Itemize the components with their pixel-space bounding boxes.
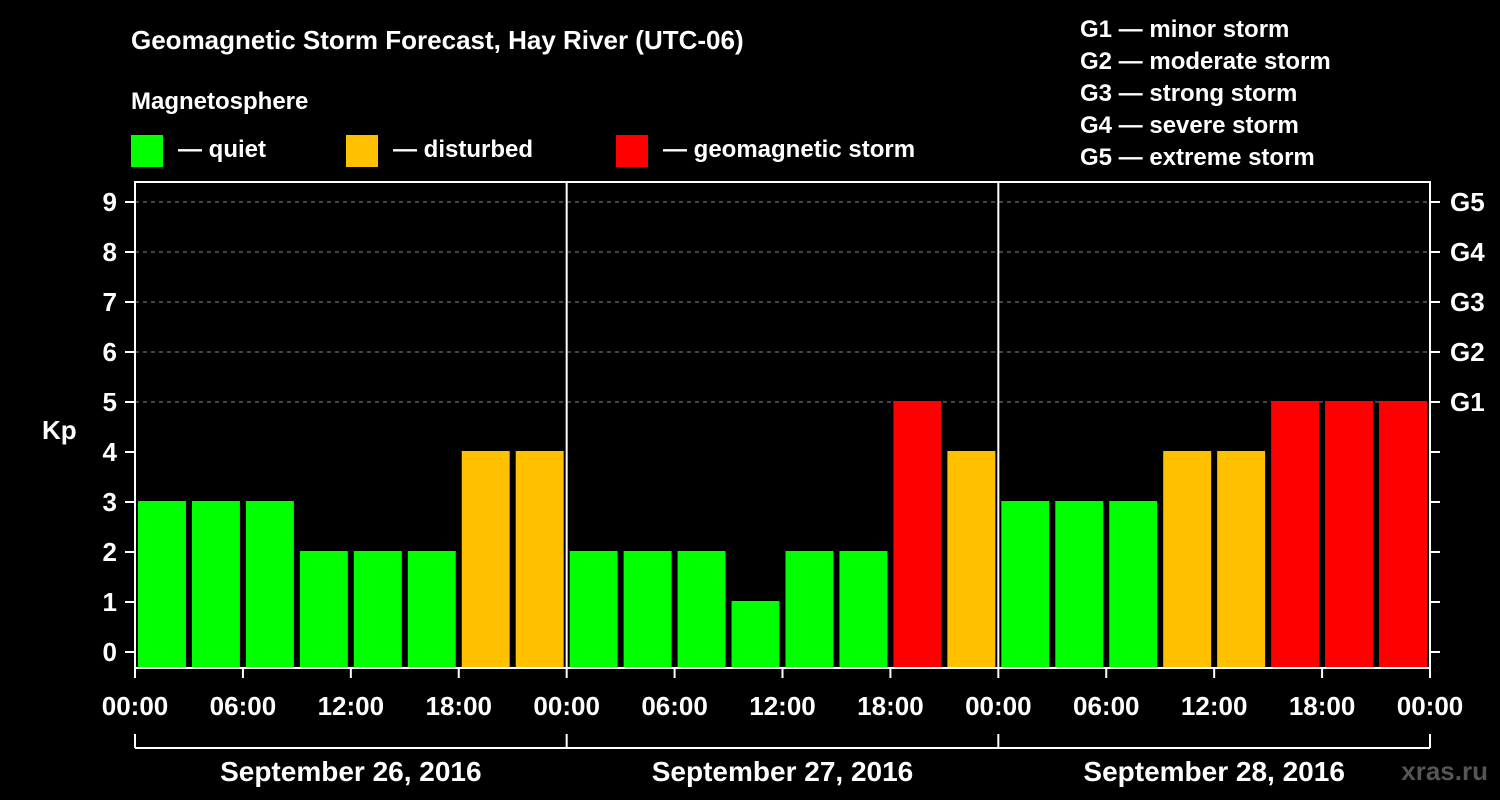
kp-bar xyxy=(785,551,834,668)
x-tick-label: 12:00 xyxy=(318,691,385,721)
y-tick-label: 4 xyxy=(103,437,118,467)
kp-bar xyxy=(839,551,888,668)
y-tick-label: 9 xyxy=(103,187,117,217)
y-tick-label: 5 xyxy=(103,387,117,417)
kp-bar xyxy=(353,551,402,668)
y-tick-label: 3 xyxy=(103,487,117,517)
axis-layer xyxy=(125,181,1440,749)
x-tick-label: 06:00 xyxy=(641,691,708,721)
legend-heading: Magnetosphere xyxy=(131,88,308,115)
g-scale-g1: G1 — minor storm xyxy=(1080,16,1289,43)
y-tick-label: 2 xyxy=(103,537,117,567)
legend-label-quiet: — quiet xyxy=(178,136,266,163)
kp-bar xyxy=(623,551,672,668)
y-axis-label: Kp xyxy=(42,415,77,445)
x-tick-label: 12:00 xyxy=(1181,691,1248,721)
y-tick-label: 6 xyxy=(103,337,117,367)
kp-bar xyxy=(299,551,348,668)
g-level-label: G5 xyxy=(1450,187,1485,217)
kp-bar xyxy=(515,451,564,668)
kp-bar xyxy=(1109,501,1158,668)
g-level-label: G2 xyxy=(1450,337,1485,367)
watermark: xras.ru xyxy=(1401,756,1488,786)
legend-label-storm: — geomagnetic storm xyxy=(663,136,915,163)
kp-bar xyxy=(677,551,726,668)
g-level-label: G3 xyxy=(1450,287,1485,317)
kp-bar xyxy=(1217,451,1266,668)
x-tick-label: 18:00 xyxy=(857,691,924,721)
x-tick-label: 18:00 xyxy=(426,691,493,721)
x-tick-label: 06:00 xyxy=(210,691,277,721)
g-scale-g3: G3 — strong storm xyxy=(1080,80,1297,107)
grid-layer xyxy=(135,201,1430,403)
x-tick-label: 06:00 xyxy=(1073,691,1140,721)
kp-bar xyxy=(1271,401,1320,668)
kp-bar xyxy=(1163,451,1212,668)
kp-bar xyxy=(461,451,510,668)
kp-bar xyxy=(893,401,942,668)
y-tick-label: 8 xyxy=(103,237,117,267)
kp-bar xyxy=(1055,501,1104,668)
g-level-label: G4 xyxy=(1450,237,1485,267)
legend-swatch-quiet xyxy=(131,135,163,167)
day-label: September 28, 2016 xyxy=(1083,756,1345,787)
kp-bar xyxy=(1001,501,1050,668)
y-tick-label: 1 xyxy=(103,587,117,617)
y-tick-label: 7 xyxy=(103,287,117,317)
kp-bar xyxy=(1325,401,1374,668)
kp-bar xyxy=(245,501,294,668)
day-label: September 27, 2016 xyxy=(652,756,914,787)
g-scale-g2: G2 — moderate storm xyxy=(1080,48,1331,75)
x-tick-label: 12:00 xyxy=(749,691,816,721)
kp-bar xyxy=(1379,401,1427,668)
kp-bar xyxy=(407,551,456,668)
x-tick-label: 18:00 xyxy=(1289,691,1356,721)
x-tick-label: 00:00 xyxy=(533,691,600,721)
x-tick-label: 00:00 xyxy=(1397,691,1464,721)
kp-bar xyxy=(191,501,240,668)
x-tick-label: 00:00 xyxy=(965,691,1032,721)
label-layer: 0 1 2 3 4 5 6 7 8 9 G1 G2 G3 G4 G5 00:00 06:00 12:00 18:00… xyxy=(102,187,1485,787)
day-label: September 26, 2016 xyxy=(220,756,482,787)
chart-title: Geomagnetic Storm Forecast, Hay River (U… xyxy=(131,25,744,55)
legend-label-disturbed: — disturbed xyxy=(393,136,533,163)
kp-bar xyxy=(947,451,996,668)
g-scale-g4: G4 — severe storm xyxy=(1080,112,1299,139)
legend-swatch-disturbed xyxy=(346,135,378,167)
kp-bar xyxy=(569,551,618,668)
g-scale-g5: G5 — extreme storm xyxy=(1080,144,1315,171)
y-tick-label: 0 xyxy=(103,637,117,667)
kp-bar xyxy=(731,601,780,668)
x-tick-label: 00:00 xyxy=(102,691,169,721)
bar-layer xyxy=(138,401,1427,668)
legend-swatch-storm xyxy=(616,135,648,167)
g-level-label: G1 xyxy=(1450,387,1485,417)
kp-bar xyxy=(138,501,186,668)
